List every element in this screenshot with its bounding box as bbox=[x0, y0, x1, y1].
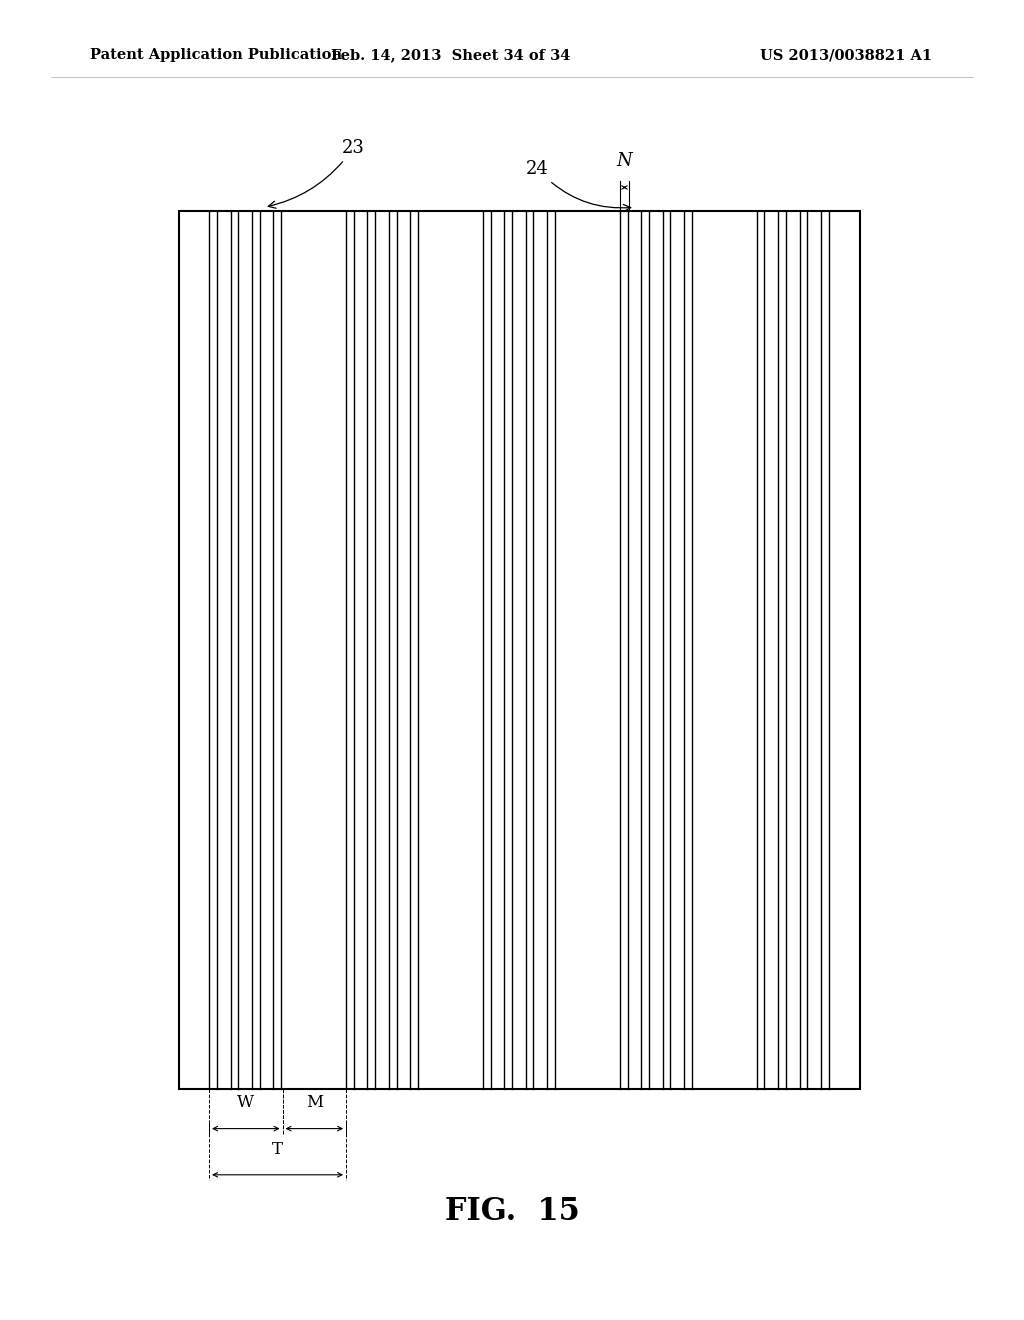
Text: M: M bbox=[306, 1094, 323, 1111]
Bar bbox=[179, 211, 860, 1089]
Text: FIG.  15: FIG. 15 bbox=[444, 1196, 580, 1228]
Text: Patent Application Publication: Patent Application Publication bbox=[90, 49, 342, 62]
Text: US 2013/0038821 A1: US 2013/0038821 A1 bbox=[760, 49, 932, 62]
Text: W: W bbox=[238, 1094, 254, 1111]
Text: 23: 23 bbox=[268, 139, 365, 209]
Text: N: N bbox=[616, 152, 633, 170]
Text: T: T bbox=[272, 1140, 283, 1158]
Text: 24: 24 bbox=[526, 160, 631, 211]
Text: Feb. 14, 2013  Sheet 34 of 34: Feb. 14, 2013 Sheet 34 of 34 bbox=[331, 49, 570, 62]
